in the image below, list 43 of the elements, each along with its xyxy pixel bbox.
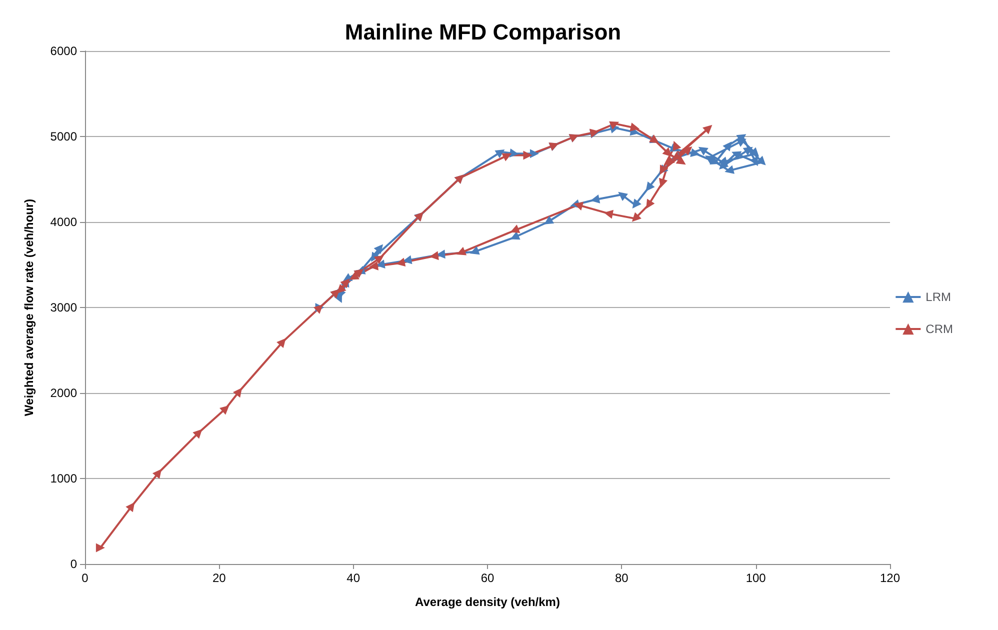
x-tick-label: 0 (82, 571, 89, 585)
y-tick-label: 4000 (50, 215, 78, 229)
point (470, 246, 480, 255)
point (632, 212, 642, 222)
point (646, 181, 655, 192)
point (523, 150, 532, 160)
point (232, 388, 242, 398)
y-tick-label: 0 (70, 557, 78, 571)
x-tick-label: 20 (212, 571, 226, 585)
point (510, 231, 520, 240)
y-tick-label: 2000 (50, 386, 78, 400)
y-tick-label: 1000 (50, 472, 78, 486)
x-axis-title: Average density (veh/km) (415, 595, 560, 609)
chart-title: Mainline MFD Comparison (344, 20, 622, 44)
y-axis-title: Weighted average flow rate (veh/hour) (22, 198, 36, 416)
point (126, 502, 135, 512)
point (632, 198, 642, 208)
point (402, 255, 412, 264)
y-tick-label: 3000 (50, 300, 78, 314)
point (220, 405, 230, 415)
point (718, 156, 728, 166)
point (368, 261, 378, 270)
point (396, 258, 406, 267)
x-tick-label: 120 (880, 571, 900, 585)
x-tick-label: 40 (346, 571, 360, 585)
point (152, 468, 162, 479)
point (665, 156, 675, 166)
y-tick-label: 6000 (50, 44, 78, 58)
point (658, 178, 668, 188)
legend-label: CRM (926, 322, 954, 336)
point (510, 224, 520, 234)
point (192, 429, 202, 439)
point (429, 251, 439, 260)
point (646, 198, 655, 209)
point (724, 165, 734, 174)
x-tick-label: 100 (746, 571, 766, 585)
point (509, 148, 519, 158)
x-tick-label: 80 (614, 571, 629, 585)
y-tick-label: 5000 (50, 130, 78, 144)
point (456, 246, 467, 256)
x-tick-label: 60 (480, 571, 494, 585)
legend-label: LRM (926, 290, 952, 304)
point (544, 216, 554, 224)
